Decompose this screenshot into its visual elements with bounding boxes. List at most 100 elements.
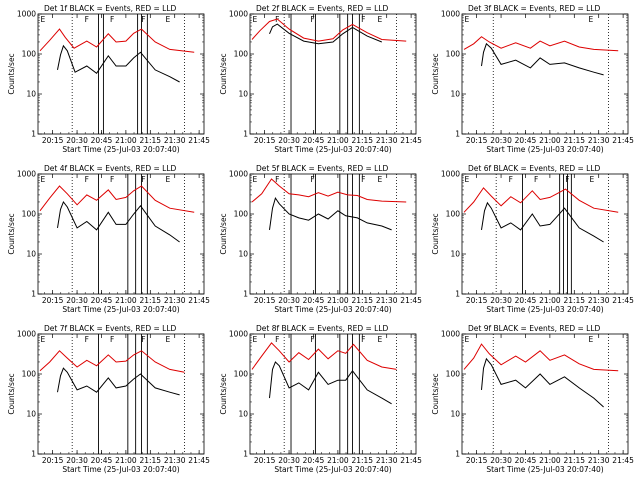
panel-title: Det 7f BLACK = Events, RED = LLD bbox=[44, 324, 177, 333]
x-tick-label: 20:30 bbox=[278, 136, 300, 145]
y-tick-label: 1 bbox=[243, 450, 248, 459]
marker-label: E bbox=[165, 15, 170, 24]
events-rate-line bbox=[269, 196, 392, 231]
plot-frame bbox=[37, 333, 205, 455]
y-tick-label: 1000 bbox=[229, 170, 248, 179]
x-tick-label: 20:30 bbox=[490, 456, 512, 465]
x-tick-label: 21:45 bbox=[400, 456, 422, 465]
y-tick-label: 1000 bbox=[17, 330, 36, 339]
y-tick-label: 1 bbox=[455, 290, 460, 299]
y-axis-label: Counts/sec bbox=[431, 373, 440, 414]
chart-panel-7: Det 7f BLACK = Events, RED = LLD 1 10 100 10… bbox=[7, 324, 210, 474]
chart-panel-4: Det 4f BLACK = Events, RED = LLD 1 10 100 10… bbox=[7, 164, 210, 314]
x-tick-label: 21:45 bbox=[188, 456, 210, 465]
plot-frame bbox=[461, 13, 629, 135]
x-tick-label: 20:15 bbox=[466, 296, 488, 305]
x-tick-label: 20:15 bbox=[42, 136, 64, 145]
x-tick-label: 21:00 bbox=[327, 136, 349, 145]
chart-panel-3: Det 3f BLACK = Events, RED = LLD 1 10 100 10… bbox=[431, 4, 634, 154]
marker-label: E bbox=[253, 335, 258, 344]
marker-label: E bbox=[253, 15, 258, 24]
chart-panel-1: Det 1f BLACK = Events, RED = LLD 1 10 100 10… bbox=[7, 4, 210, 154]
marker-label: E bbox=[41, 335, 46, 344]
x-tick-label: 20:45 bbox=[515, 296, 537, 305]
y-tick-label: 1000 bbox=[229, 10, 248, 19]
marker-label: E bbox=[377, 335, 382, 344]
y-tick-label: 100 bbox=[22, 370, 37, 379]
chart-panel-8: Det 8f BLACK = Events, RED = LLD 1 10 100 10… bbox=[219, 324, 422, 474]
marker-label: F bbox=[141, 15, 145, 24]
marker-label: F bbox=[85, 15, 89, 24]
events-rate-line bbox=[269, 23, 382, 45]
lld-rate-line bbox=[251, 178, 407, 203]
y-axis-label: Counts/sec bbox=[431, 213, 440, 254]
marker-label: E bbox=[41, 175, 46, 184]
marker-label: E bbox=[589, 335, 594, 344]
marker-label: F bbox=[310, 335, 314, 344]
x-tick-label: 20:30 bbox=[66, 296, 88, 305]
x-tick-label: 21:15 bbox=[351, 456, 373, 465]
marker-label: F bbox=[361, 335, 365, 344]
y-tick-label: 1000 bbox=[441, 170, 460, 179]
marker-label: E bbox=[465, 335, 470, 344]
x-tick-label: 20:30 bbox=[278, 296, 300, 305]
panel-title: Det 6f BLACK = Events, RED = LLD bbox=[468, 164, 601, 173]
marker-label: E bbox=[465, 175, 470, 184]
x-tick-label: 21:45 bbox=[612, 456, 634, 465]
x-tick-label: 21:45 bbox=[400, 296, 422, 305]
y-tick-label: 10 bbox=[26, 250, 36, 259]
lld-rate-line bbox=[39, 28, 195, 53]
x-tick-label: 20:45 bbox=[303, 296, 325, 305]
y-tick-label: 100 bbox=[22, 50, 37, 59]
marker-label: E bbox=[589, 15, 594, 24]
marker-label: E bbox=[165, 335, 170, 344]
x-axis-label: Start Time (25-Jul-03 20:07:40) bbox=[274, 465, 391, 474]
plot-frame bbox=[461, 173, 629, 295]
x-tick-label: 21:15 bbox=[139, 136, 161, 145]
events-rate-line bbox=[481, 201, 604, 243]
y-tick-label: 10 bbox=[26, 410, 36, 419]
events-rate-line bbox=[57, 367, 180, 396]
y-tick-label: 1 bbox=[455, 130, 460, 139]
x-tick-label: 21:00 bbox=[539, 296, 561, 305]
x-tick-label: 21:00 bbox=[539, 456, 561, 465]
x-tick-label: 21:00 bbox=[327, 456, 349, 465]
y-tick-label: 10 bbox=[238, 410, 248, 419]
y-tick-label: 100 bbox=[446, 370, 461, 379]
x-tick-label: 21:45 bbox=[400, 136, 422, 145]
marker-label: F bbox=[509, 175, 513, 184]
y-axis-label: Counts/sec bbox=[7, 53, 16, 94]
x-tick-label: 20:45 bbox=[515, 456, 537, 465]
y-axis-label: Counts/sec bbox=[219, 213, 228, 254]
x-axis-label: Start Time (25-Jul-03 20:07:40) bbox=[274, 305, 391, 314]
lld-rate-line bbox=[39, 185, 195, 213]
y-axis-label: Counts/sec bbox=[7, 373, 16, 414]
x-tick-label: 21:15 bbox=[139, 456, 161, 465]
chart-panel-2: Det 2f BLACK = Events, RED = LLD 1 10 100 10… bbox=[219, 4, 422, 154]
x-tick-label: 20:45 bbox=[303, 136, 325, 145]
panel-title: Det 4f BLACK = Events, RED = LLD bbox=[44, 164, 177, 173]
y-tick-label: 100 bbox=[446, 210, 461, 219]
x-tick-label: 21:15 bbox=[351, 136, 373, 145]
marker-label: F bbox=[565, 175, 569, 184]
y-tick-label: 1000 bbox=[229, 330, 248, 339]
x-tick-label: 21:30 bbox=[376, 456, 398, 465]
x-tick-label: 20:15 bbox=[254, 136, 276, 145]
marker-label: F bbox=[85, 335, 89, 344]
chart-panel-5: Det 5f BLACK = Events, RED = LLD 1 10 100 10… bbox=[219, 164, 422, 314]
y-tick-label: 1000 bbox=[17, 170, 36, 179]
x-tick-label: 20:30 bbox=[66, 136, 88, 145]
marker-label: E bbox=[41, 15, 46, 24]
x-tick-label: 20:15 bbox=[466, 456, 488, 465]
panel-title: Det 5f BLACK = Events, RED = LLD bbox=[256, 164, 389, 173]
y-tick-label: 10 bbox=[26, 90, 36, 99]
plot-frame bbox=[461, 333, 629, 455]
x-tick-label: 20:15 bbox=[42, 456, 64, 465]
chart-panel-9: Det 9f BLACK = Events, RED = LLD 1 10 100 10… bbox=[431, 324, 634, 474]
marker-label: F bbox=[110, 15, 114, 24]
x-tick-label: 21:15 bbox=[563, 456, 585, 465]
x-tick-label: 21:30 bbox=[376, 136, 398, 145]
x-tick-label: 21:30 bbox=[164, 296, 186, 305]
y-tick-label: 100 bbox=[234, 370, 249, 379]
